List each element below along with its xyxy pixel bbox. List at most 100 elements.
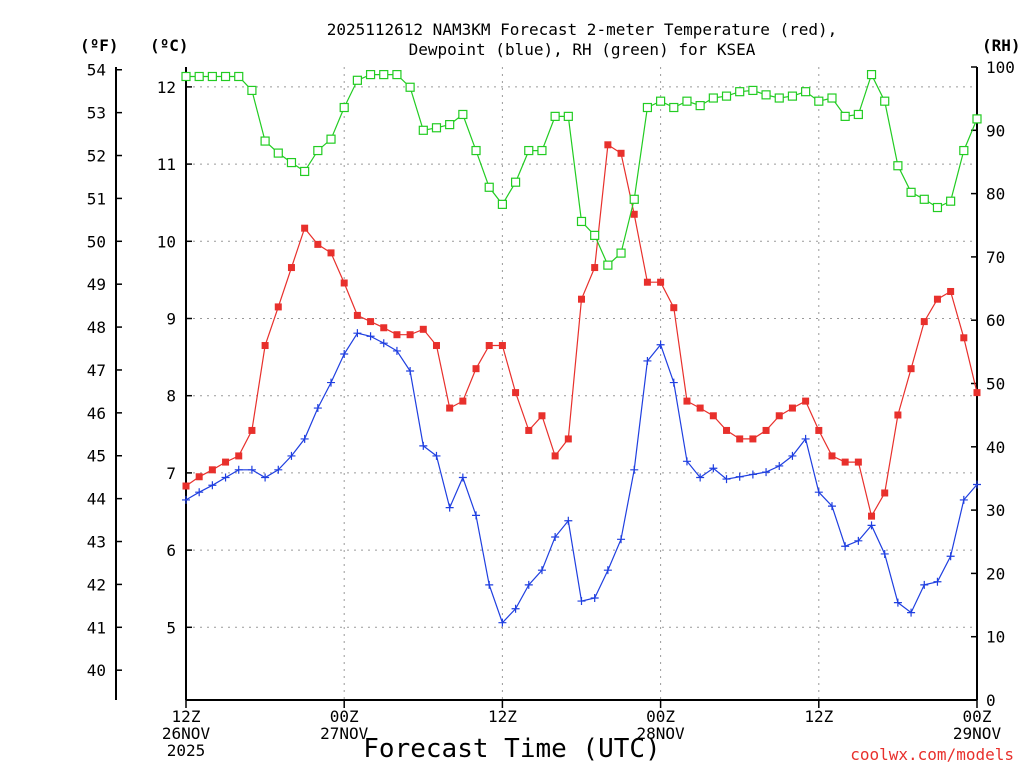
dewpoint-point [472, 511, 481, 520]
rh-point [431, 123, 442, 133]
x-tick-label: 26NOV [162, 724, 211, 743]
dewpoint-point [959, 495, 968, 504]
rh-point [220, 71, 231, 82]
rh-point [629, 194, 639, 204]
dewpoint-point [603, 566, 612, 575]
temperature-point [670, 304, 678, 312]
x-tick-label: 12Z [488, 707, 517, 726]
temperature-point [788, 404, 796, 412]
rh-point [946, 196, 956, 206]
c-tick-label: 7 [166, 464, 176, 483]
rh-point [234, 71, 244, 82]
x-tick-label: 00Z [330, 707, 359, 726]
x-tick-label: 2025 [167, 741, 206, 760]
dewpoint-point [827, 502, 836, 511]
rh-point [748, 85, 758, 96]
rh-point [814, 96, 824, 106]
rh-point [695, 101, 705, 111]
temperature-point [696, 404, 704, 412]
rh-point [471, 145, 481, 156]
rh-tick-label: 60 [986, 311, 1005, 330]
dewpoint-point [234, 465, 243, 474]
temperature-point [485, 342, 493, 350]
f-tick-label: 50 [87, 232, 106, 251]
temperature-point [301, 224, 309, 232]
rh-point [247, 85, 257, 96]
temperature-point [643, 278, 651, 286]
temperature-point [432, 342, 440, 350]
temperature-point [920, 318, 928, 326]
dewpoint-point [247, 465, 256, 474]
temperature-point [894, 411, 902, 419]
x-tick-label: 12Z [804, 707, 833, 726]
dewpoint-point [722, 475, 731, 484]
dewpoint-point [735, 472, 744, 481]
dewpoint-point [893, 598, 902, 607]
temperature-point [973, 389, 981, 397]
rh-point [708, 93, 718, 103]
temperature-point [195, 473, 203, 481]
dewpoint-point [300, 434, 309, 443]
temperature-point [222, 458, 230, 466]
temperature-point [947, 287, 955, 295]
temperature-point [406, 331, 414, 339]
temperature-point [248, 426, 256, 434]
rh-point [866, 69, 877, 80]
rh-point [801, 87, 811, 97]
temperature-point [762, 426, 770, 434]
c-tick-label: 6 [166, 541, 176, 560]
dewpoint-point [182, 495, 190, 504]
rh-point [603, 260, 613, 270]
temperature-point [630, 210, 638, 218]
temperature-point [815, 426, 823, 434]
dewpoint-point [880, 549, 889, 558]
rh-tick-label: 20 [986, 564, 1005, 583]
rh-tick-label: 70 [986, 248, 1005, 267]
dewpoint-point [682, 457, 691, 466]
f-tick-label: 48 [87, 318, 106, 337]
rh-point [510, 177, 521, 187]
temperature-point [841, 458, 849, 466]
dewpoint-point [537, 566, 546, 575]
temperature-point [182, 482, 190, 490]
rh-point [880, 96, 890, 106]
dewpoint-point [366, 332, 375, 341]
dewpoint-point [524, 580, 533, 589]
rh-point [853, 109, 863, 120]
dewpoint-point [788, 451, 797, 460]
dewpoint-point [392, 346, 401, 355]
x-tick-label: 28NOV [637, 724, 686, 743]
temperature-point [868, 512, 876, 520]
data-series [181, 69, 982, 627]
rh-point [682, 96, 692, 106]
f-tick-label: 40 [87, 661, 106, 680]
dewpoint-point [748, 470, 757, 479]
dewpoint-point [762, 468, 771, 477]
f-tick-label: 53 [87, 104, 106, 123]
rh-point [405, 82, 415, 92]
rh-tick-label: 40 [986, 438, 1005, 457]
rh-point [181, 71, 191, 82]
temperature-point [723, 426, 731, 434]
temperature-point [709, 412, 717, 420]
f-tick-label: 52 [87, 147, 106, 166]
temperature-point [538, 412, 546, 420]
credit-text: coolwx.com/models [850, 745, 1014, 764]
dewpoint-point [867, 521, 876, 530]
rh-tick-label: 30 [986, 501, 1005, 520]
temperature-point [498, 342, 506, 350]
temperature-point [775, 412, 783, 420]
celsius-unit-label: (ºC) [150, 36, 189, 55]
temperature-point [907, 365, 915, 373]
dewpoint-point [485, 580, 494, 589]
rh-point [207, 71, 217, 82]
rh-point [392, 69, 402, 80]
temperature-point [340, 279, 348, 287]
dewpoint-point [379, 339, 388, 348]
axes [115, 66, 978, 708]
rh-point [576, 216, 587, 227]
dewpoint-point [973, 480, 981, 489]
tick-labels: 40 41 42 43 44 45 46 47 48 49 50 51 52 53 54 5 6 7 8 9 10 11 1… [87, 58, 1015, 760]
f-tick-label: 44 [87, 490, 106, 509]
